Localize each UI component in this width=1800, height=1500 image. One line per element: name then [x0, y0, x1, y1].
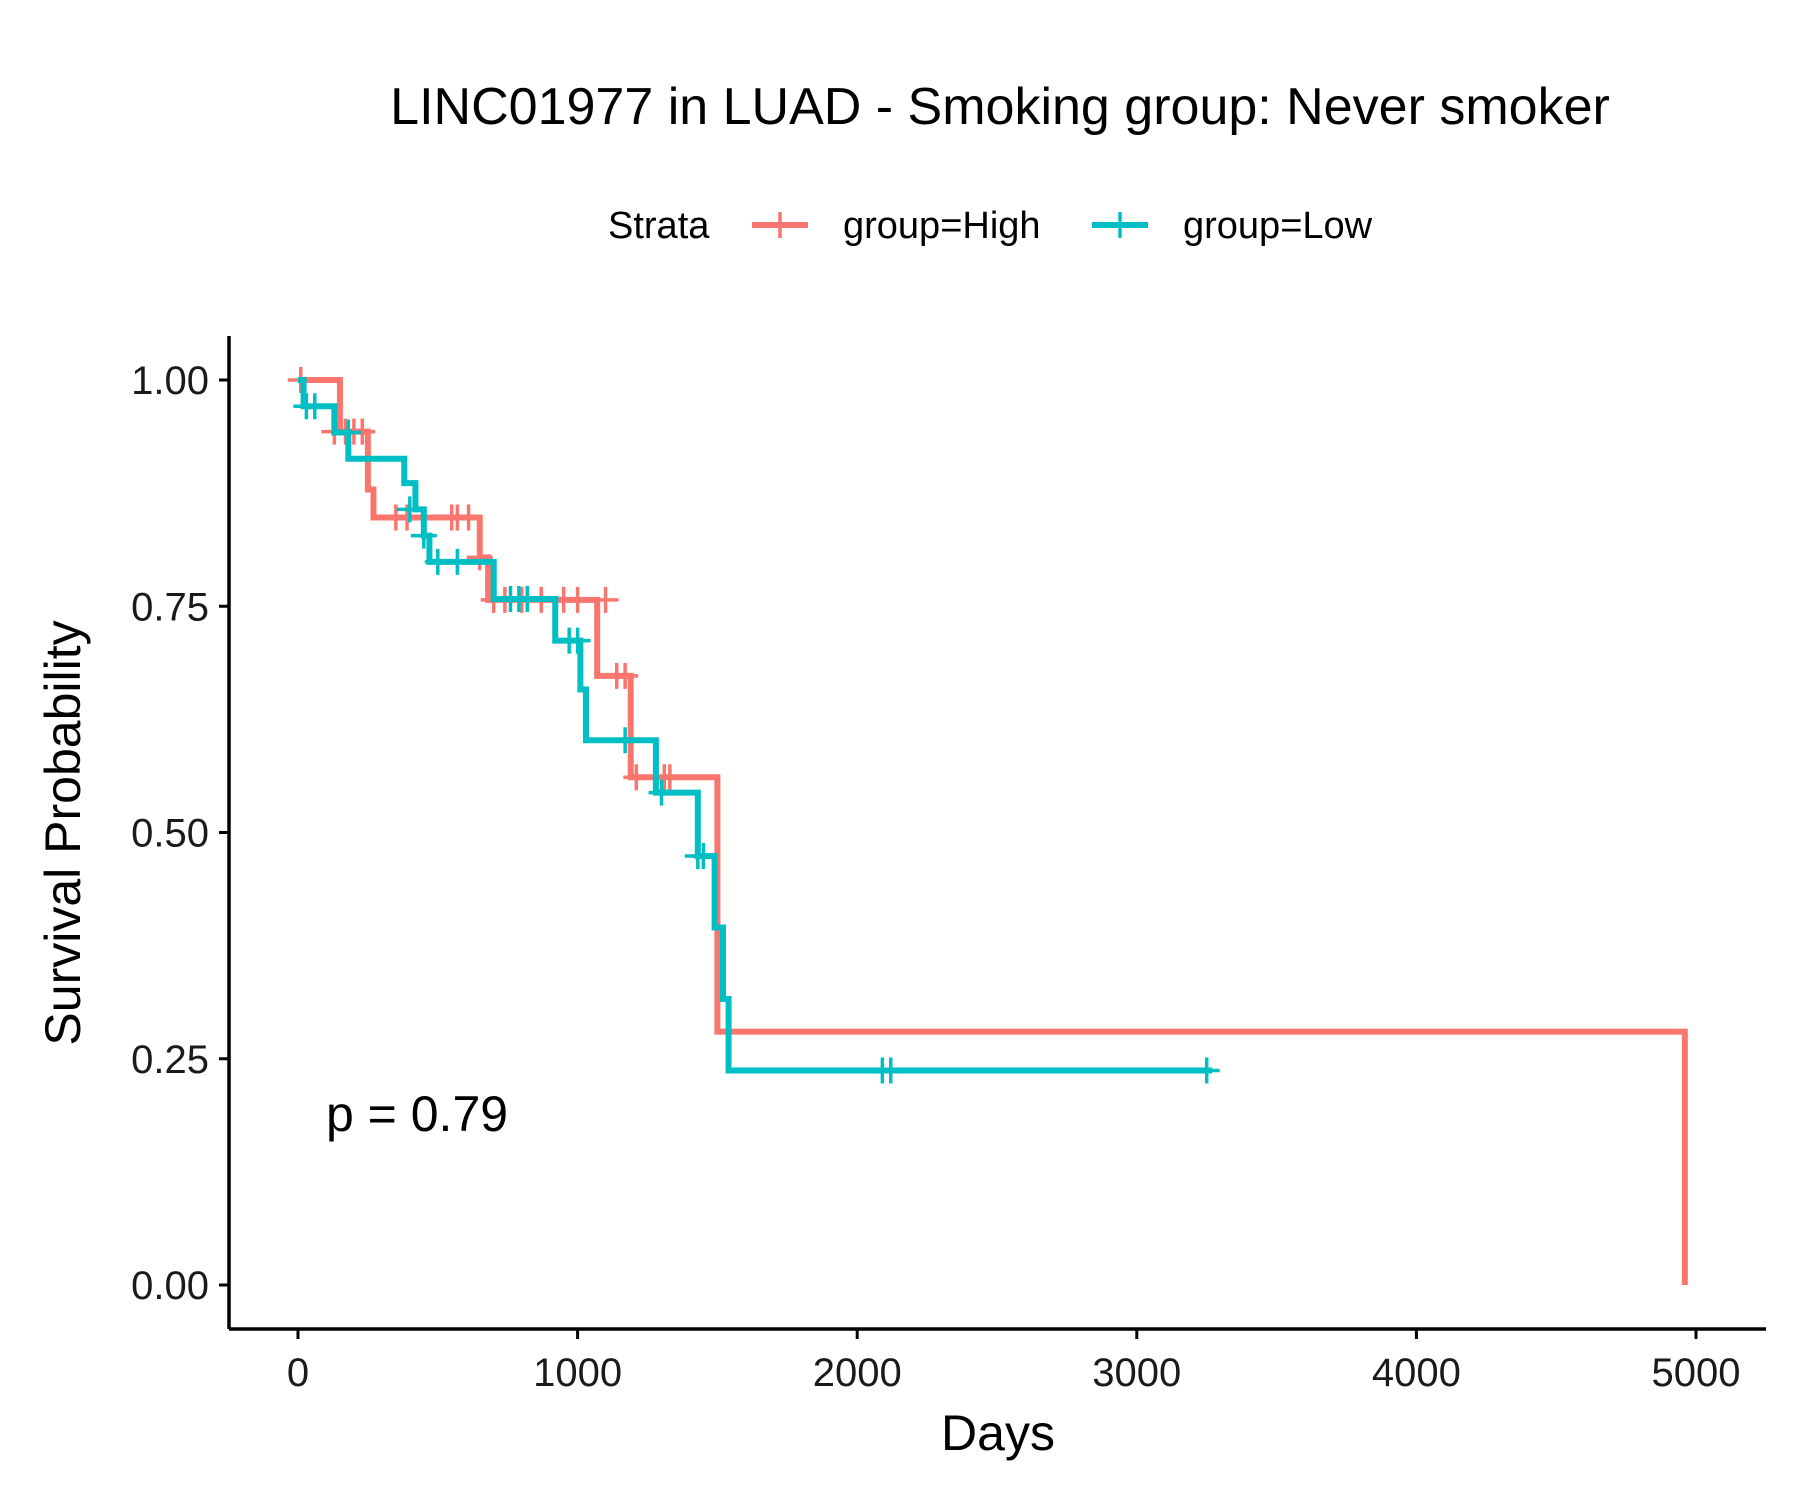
censor-mark — [592, 586, 619, 613]
censor-mark — [466, 544, 493, 571]
legend-items: group=High group=Low — [752, 205, 1373, 247]
legend: Strata group=High group=Low — [608, 205, 1373, 247]
chart-title: LINC01977 in LUAD - Smoking group: Never… — [390, 78, 1610, 136]
censor-mark — [623, 764, 650, 791]
censor-mark — [877, 1057, 904, 1084]
y-tick-label: 0.50 — [131, 812, 209, 856]
x-tick-label: 2000 — [813, 1351, 902, 1395]
legend-label: group=High — [843, 205, 1041, 247]
series-low — [293, 377, 1220, 1084]
x-axis-title: Days — [941, 1405, 1055, 1461]
x-tick-label: 4000 — [1372, 1351, 1461, 1395]
censor-mark — [1193, 1057, 1220, 1084]
km-curve — [298, 377, 1213, 1074]
x-tick-label: 5000 — [1652, 1351, 1741, 1395]
censor-mark — [648, 779, 675, 806]
y-axis-title: Survival Probability — [35, 620, 91, 1045]
censor-mark — [335, 419, 362, 446]
legend-label: group=Low — [1183, 205, 1373, 247]
censor-mark — [656, 764, 683, 791]
censor-mark — [455, 504, 482, 531]
censor-mark — [396, 496, 423, 523]
censor-mark — [301, 393, 328, 420]
x-tick-label: 3000 — [1092, 1351, 1181, 1395]
y-tick-label: 0.75 — [131, 585, 209, 629]
censor-mark — [612, 727, 639, 754]
km-curve — [298, 377, 1688, 1285]
x-tick-label: 0 — [287, 1351, 309, 1395]
y-tick-label: 0.00 — [131, 1264, 209, 1308]
x-ticks: 0 1000 2000 3000 4000 5000 — [287, 1329, 1741, 1395]
y-tick-label: 0.25 — [131, 1038, 209, 1082]
axes: 0.00 0.25 0.50 0.75 1.00 0 1000 2000 3000 4000 50… — [131, 336, 1766, 1395]
censor-mark — [410, 522, 437, 549]
legend-title: Strata — [608, 205, 710, 247]
y-tick-label: 1.00 — [131, 359, 209, 403]
censor-mark — [444, 548, 471, 575]
censor-mark — [612, 662, 639, 689]
series-layer — [287, 367, 1688, 1285]
series-high — [287, 367, 1688, 1285]
p-value-annotation: p = 0.79 — [326, 1086, 508, 1142]
censor-mark — [564, 586, 591, 613]
x-tick-label: 1000 — [533, 1351, 622, 1395]
censor-mark — [690, 843, 717, 870]
y-ticks: 0.00 0.25 0.50 0.75 1.00 — [131, 359, 229, 1308]
censor-mark — [564, 627, 591, 654]
censor-mark — [514, 586, 541, 613]
